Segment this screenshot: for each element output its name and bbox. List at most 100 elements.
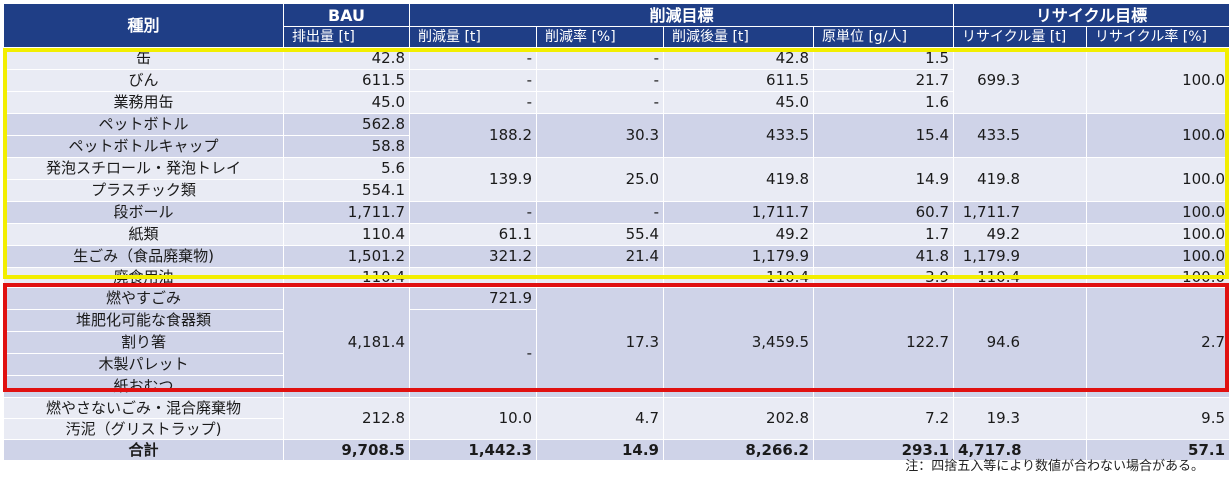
cell-rate: 30.3: [536, 113, 664, 158]
cell-rate: 14.9: [536, 439, 664, 461]
cell-bau: 611.5: [283, 69, 410, 92]
cell-unit: 1.7: [812, 223, 955, 246]
header-reduction-rate: 削減率 [%]: [536, 26, 664, 48]
table-row-can: 缶 42.8 - - 42.8 1.5 699.3 100.0: [3, 47, 1231, 114]
cell-bau: 110.4: [283, 267, 410, 288]
cell-unit: 41.8: [812, 245, 955, 268]
cell-reduction: -: [409, 201, 537, 224]
cell-bau: 554.1: [283, 179, 410, 202]
table-row-diapers: 紙おむつ: [3, 375, 1230, 398]
cell-recycle-amount: 110.4: [953, 267, 1088, 288]
cell-recycle-rate: 100.0: [1086, 223, 1231, 246]
waste-target-table-wrapper: 種別 BAU 削減目標 リサイクル目標 排出量 [t] 削減量 [t] 削減率 …: [3, 3, 1231, 461]
cell-rate: 17.3: [536, 287, 664, 398]
row-name: 合計: [3, 439, 284, 461]
cell-after: 3,459.5: [663, 287, 814, 398]
footnote: 注：四捨五入等により数値が合わない場合がある。: [905, 459, 1204, 474]
cell-after: 42.8: [663, 47, 814, 70]
cell-rate: -: [536, 91, 664, 114]
cell-after: 611.5: [663, 69, 814, 92]
row-name: 缶: [3, 47, 284, 70]
cell-recycle-amount: 419.8: [953, 157, 1088, 202]
table-row-compostable-tableware: 堆肥化可能な食器類 -: [3, 309, 1230, 398]
cell-recycle-amount: 699.3: [953, 47, 1088, 114]
cell-rate: 21.4: [536, 245, 664, 268]
header-after-reduction: 削減後量 [t]: [663, 26, 814, 48]
cell-reduction: 321.2: [409, 245, 537, 268]
table-row-sludge: 汚泥（グリストラップ): [3, 418, 1230, 440]
cell-rate: 55.4: [536, 223, 664, 246]
cell-recycle-amount: 19.3: [953, 397, 1088, 440]
table-row-food-waste: 生ごみ（食品廃棄物) 1,501.2 321.2 21.4 1,179.9 41…: [3, 245, 1231, 268]
header-reduction-amount: 削減量 [t]: [409, 26, 537, 48]
row-name: 廃食用油: [3, 267, 284, 288]
cell-recycle-rate: 100.0: [1086, 47, 1231, 114]
table-row-non-burnable: 燃やさないごみ・混合廃棄物 212.8 10.0 4.7 202.8 7.2 1…: [3, 397, 1231, 440]
cell-reduction: -: [409, 309, 537, 398]
cell-unit: 60.7: [812, 201, 955, 224]
cell-rate: -: [536, 47, 664, 70]
cell-after: 419.8: [663, 157, 814, 202]
table-row-plastic: プラスチック類 554.1: [3, 179, 1230, 202]
cell-recycle-amount: 94.6: [953, 287, 1088, 398]
row-name: 段ボール: [3, 201, 284, 224]
header-bau: BAU: [283, 3, 410, 27]
header-recycle-amount: リサイクル量 [t]: [953, 26, 1088, 48]
header-row-groups: 種別 BAU 削減目標 リサイクル目標: [3, 3, 1231, 48]
row-name: ペットボトル: [3, 113, 284, 136]
cell-recycle-amount: 4,717.8: [953, 439, 1088, 461]
row-name: 木製パレット: [3, 353, 284, 376]
cell-bau: 562.8: [283, 113, 410, 136]
cell-recycle-rate: 2.7: [1086, 287, 1231, 398]
table-row-pet-bottle: ペットボトル 562.8 188.2 30.3 433.5 15.4 433.5…: [3, 113, 1231, 158]
row-name: 燃やすごみ: [3, 287, 284, 310]
table-row-chopsticks: 割り箸: [3, 331, 1230, 354]
cell-reduction: -: [409, 267, 537, 288]
cell-unit: 7.2: [812, 397, 955, 440]
cell-after: 433.5: [663, 113, 814, 158]
cell-after: 202.8: [663, 397, 814, 440]
table-row-pet-cap: ペットボトルキャップ 58.8: [3, 135, 1230, 158]
cell-rate: -: [536, 69, 664, 92]
row-name: 割り箸: [3, 331, 284, 354]
cell-bau: 212.8: [283, 397, 410, 440]
row-name: ペットボトルキャップ: [3, 135, 284, 158]
table-row-paper: 紙類 110.4 61.1 55.4 49.2 1.7 49.2 100.0: [3, 223, 1231, 246]
cell-reduction: 61.1: [409, 223, 537, 246]
cell-unit: 3.9: [812, 267, 955, 288]
cell-reduction: 139.9: [409, 157, 537, 202]
row-name: 発泡スチロール・発泡トレイ: [3, 157, 284, 180]
cell-unit: 122.7: [812, 287, 955, 398]
cell-rate: -: [536, 267, 664, 288]
table-row-waste-oil: 廃食用油 110.4 - - 110.4 3.9 110.4 100.0: [3, 267, 1231, 288]
cell-recycle-rate: 9.5: [1086, 397, 1231, 440]
cell-after: 1,711.7: [663, 201, 814, 224]
cell-recycle-rate: 100.0: [1086, 201, 1231, 224]
cell-recycle-rate: 100.0: [1086, 267, 1231, 288]
cell-recycle-amount: 1,179.9: [953, 245, 1088, 268]
cell-recycle-rate: 100.0: [1086, 157, 1231, 202]
cell-after: 110.4: [663, 267, 814, 288]
table-row-burnable: 燃やすごみ 4,181.4 721.9 17.3 3,459.5 122.7 9…: [3, 287, 1231, 398]
cell-reduction: 10.0: [409, 397, 537, 440]
cell-unit: 15.4: [812, 113, 955, 158]
cell-bau: 1,501.2: [283, 245, 410, 268]
header-unit-per-person: 原単位 [g/人]: [812, 26, 955, 48]
cell-recycle-amount: 49.2: [953, 223, 1088, 246]
row-name: 堆肥化可能な食器類: [3, 309, 284, 332]
cell-reduction: -: [409, 69, 537, 92]
cell-reduction: 188.2: [409, 113, 537, 158]
cell-after: 8,266.2: [663, 439, 814, 461]
cell-bau: 45.0: [283, 91, 410, 114]
cell-reduction: 1,442.3: [409, 439, 537, 461]
cell-bau: 58.8: [283, 135, 410, 158]
cell-recycle-rate: 100.0: [1086, 245, 1231, 268]
header-row-columns: 排出量 [t] 削減量 [t] 削減率 [%] 削減後量 [t] 原単位 [g/…: [4, 26, 1231, 48]
header-reduction-target: 削減目標: [408, 3, 955, 27]
cell-reduction: 721.9: [409, 287, 537, 310]
row-name: プラスチック類: [3, 179, 284, 202]
waste-target-table: 種別 BAU 削減目標 リサイクル目標 排出量 [t] 削減量 [t] 削減率 …: [3, 3, 1231, 461]
cell-rate: 4.7: [536, 397, 664, 440]
cell-bau: 42.8: [283, 47, 410, 70]
header-recycle-target: リサイクル目標: [953, 3, 1231, 27]
